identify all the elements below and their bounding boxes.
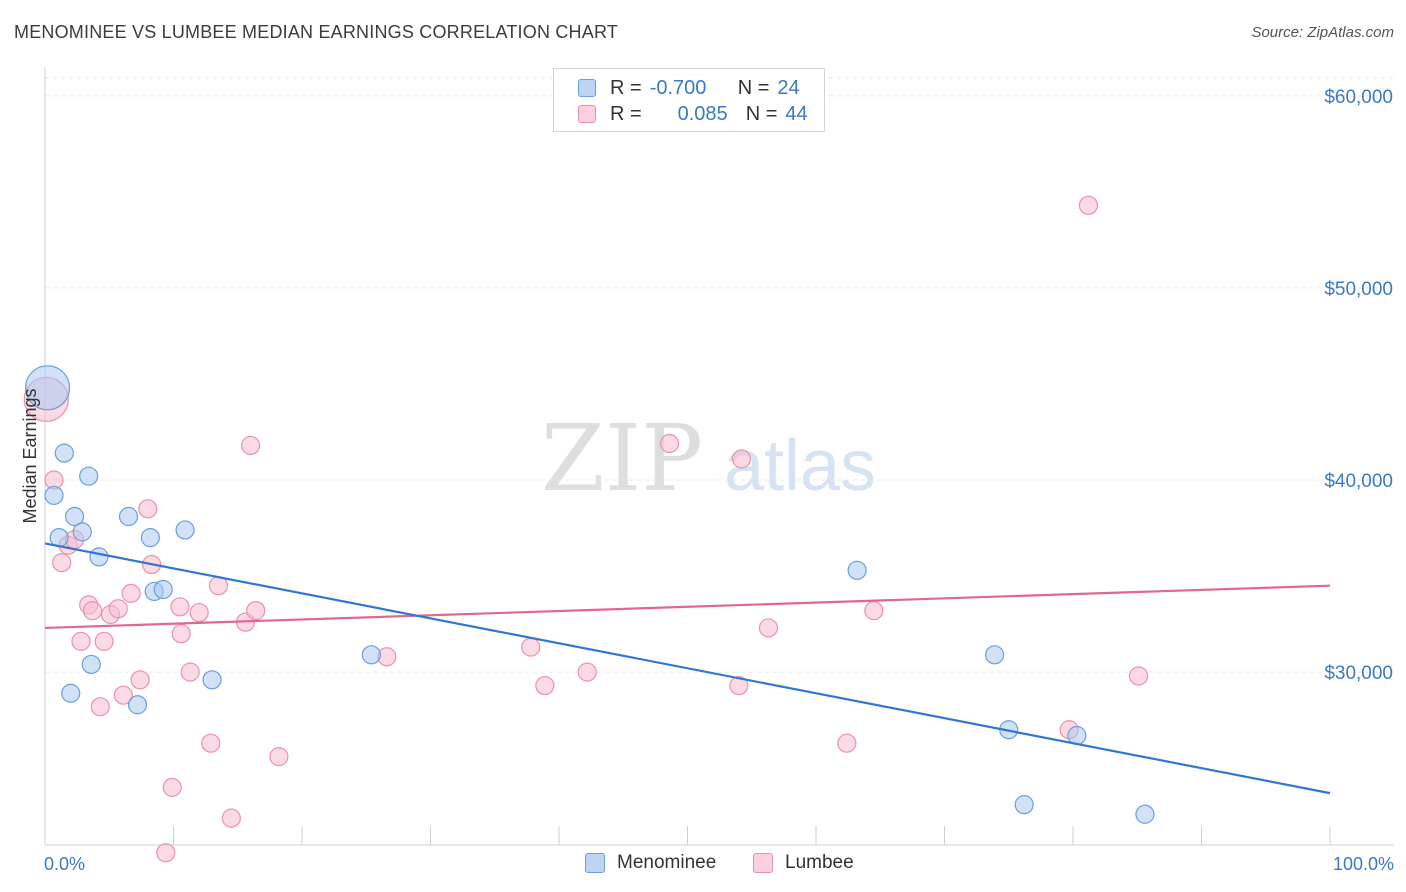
data-point — [90, 697, 110, 717]
x-tick-label-max: 100.0% — [1333, 854, 1394, 874]
data-point — [171, 624, 191, 644]
series-legend: Menominee Lumbee — [0, 852, 1406, 876]
data-point — [1078, 195, 1099, 215]
menominee-legend-label: Menominee — [617, 852, 717, 873]
watermark: ZIP atlas — [541, 405, 876, 512]
data-point — [221, 808, 241, 828]
data-point — [175, 520, 195, 540]
data-point — [138, 499, 158, 519]
data-point — [202, 670, 222, 690]
menominee-r-value: -0.700 — [649, 76, 707, 99]
data-point — [659, 433, 680, 454]
data-point — [170, 597, 190, 617]
data-point — [535, 675, 555, 696]
source-label: Source: ZipAtlas.com — [1251, 24, 1394, 41]
x-ticks — [44, 826, 1331, 845]
data-point — [180, 662, 200, 682]
data-point — [156, 843, 176, 863]
menominee-n-label: N = — [737, 76, 770, 99]
legend-row-lumbee: R = 0.085 N = 44 — [578, 102, 808, 126]
data-point — [241, 435, 261, 456]
data-point — [521, 637, 541, 657]
data-point — [89, 547, 109, 567]
data-point — [72, 522, 92, 542]
lumbee-legend-swatch — [753, 853, 773, 873]
trend-lines — [44, 542, 1331, 795]
x-tick-label-min: 0.0% — [44, 854, 85, 874]
legend-row-menominee: R = -0.700 N = 24 — [578, 76, 800, 100]
y-tick-label: $30,000 — [1324, 663, 1393, 684]
data-point — [44, 485, 64, 505]
data-point — [71, 631, 91, 651]
data-point — [837, 733, 857, 753]
data-point — [246, 601, 266, 621]
lumbee-n-label: N = — [745, 102, 778, 125]
lumbee-swatch — [578, 105, 596, 123]
data-point — [81, 654, 101, 675]
data-point — [729, 675, 749, 696]
data-point — [64, 506, 85, 527]
data-point — [361, 645, 381, 665]
lumbee-r-value: 0.085 — [677, 102, 728, 125]
data-point — [1128, 666, 1149, 686]
watermark-atlas: atlas — [724, 426, 876, 506]
data-point — [130, 670, 150, 690]
data-point — [140, 528, 160, 548]
data-point — [24, 365, 71, 411]
y-axis-label: Median Earnings — [20, 388, 40, 523]
data-point — [864, 601, 884, 621]
data-point — [118, 506, 139, 527]
axes — [44, 67, 1394, 846]
data-point — [108, 599, 128, 619]
menominee-trend-line — [44, 542, 1331, 795]
menominee-legend-swatch — [585, 853, 605, 873]
data-point — [269, 747, 289, 767]
menominee-n-value: 24 — [777, 76, 800, 99]
data-point — [1135, 804, 1155, 824]
lumbee-n-value: 44 — [785, 102, 808, 125]
data-point — [847, 560, 867, 580]
data-point — [94, 631, 114, 651]
data-point — [153, 579, 173, 600]
data-point — [82, 601, 103, 621]
data-point — [731, 449, 752, 469]
data-point — [1014, 795, 1034, 815]
lumbee-r-label: R = — [610, 102, 642, 125]
watermark-zip: ZIP — [541, 405, 703, 512]
data-point — [758, 618, 779, 638]
legend-item-menominee: Menominee — [585, 852, 716, 874]
data-point — [61, 683, 81, 703]
y-tick-label: $40,000 — [1324, 471, 1393, 492]
y-tick-labels: $30,000 $40,000 $50,000 $60,000 — [1324, 87, 1393, 684]
data-point — [201, 733, 221, 753]
menominee-r-label: R = — [610, 76, 642, 99]
data-point — [162, 777, 182, 797]
data-point — [54, 443, 74, 463]
menominee-swatch — [578, 79, 596, 97]
data-point — [189, 602, 209, 623]
data-point — [577, 662, 597, 682]
y-tick-label: $60,000 — [1324, 87, 1393, 108]
lumbee-trend-line — [44, 584, 1331, 630]
data-point — [113, 685, 133, 705]
data-point — [52, 553, 72, 573]
y-tick-label: $50,000 — [1324, 279, 1393, 300]
data-point — [121, 583, 141, 603]
legend-item-lumbee: Lumbee — [753, 852, 854, 874]
correlation-legend: R = -0.700 N = 24 R = 0.085 N = 44 — [553, 68, 825, 132]
data-point — [985, 645, 1005, 665]
chart-title: MENOMINEE VS LUMBEE MEDIAN EARNINGS CORR… — [14, 22, 619, 42]
data-point — [79, 466, 99, 486]
data-point — [127, 695, 148, 715]
lumbee-legend-label: Lumbee — [785, 852, 854, 873]
